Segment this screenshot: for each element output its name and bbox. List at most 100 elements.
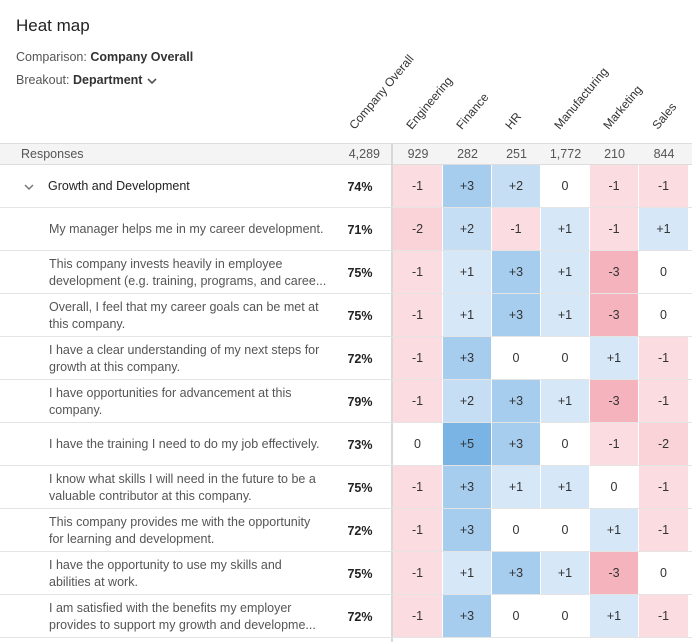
heat-cell: +1 <box>443 251 492 294</box>
question-label: This company provides me with the opport… <box>49 509 334 552</box>
comparison-value[interactable]: Company Overall <box>90 50 194 64</box>
heat-cell: 0 <box>541 509 590 552</box>
heat-cell: +1 <box>443 552 492 595</box>
question-line: development (e.g. training, programs, an… <box>49 273 327 288</box>
heat-cell: +1 <box>590 337 639 380</box>
comparison-label: Comparison: <box>16 50 87 64</box>
question-label: My manager helps me in my career develop… <box>49 208 334 251</box>
question-line: abilities at work. <box>49 574 138 589</box>
response-count: 251 <box>506 147 527 161</box>
score: 75% <box>347 265 373 280</box>
question-label: I know what skills I will need in the fu… <box>49 466 334 509</box>
heat-cell: +3 <box>492 552 541 595</box>
heat-cell: -1 <box>590 208 639 251</box>
heat-cell: +1 <box>541 208 590 251</box>
heat-cell: -3 <box>590 251 639 294</box>
heat-cell: -1 <box>639 380 689 423</box>
score: 75% <box>347 566 373 581</box>
responses-label: Responses <box>21 147 84 161</box>
question-line: I have the opportunity to use my skills … <box>49 557 282 572</box>
question-line: provides to support my growth and develo… <box>49 617 316 632</box>
row-divider <box>0 594 692 595</box>
heat-cell: +3 <box>443 466 492 509</box>
question-line: this company. <box>49 316 126 331</box>
heat-cell: 0 <box>541 337 590 380</box>
response-count: 282 <box>457 147 478 161</box>
heat-cell: -1 <box>393 509 443 552</box>
heat-cell: -1 <box>639 595 689 638</box>
row-divider <box>0 508 692 509</box>
score: 75% <box>347 308 373 323</box>
question-line: for learning and development. <box>49 531 215 546</box>
heat-cell: +3 <box>492 251 541 294</box>
heat-cell: 0 <box>393 423 443 466</box>
response-count: 929 <box>407 147 429 161</box>
question-line: I have a clear understanding of my next … <box>49 342 320 357</box>
heat-cell: +1 <box>492 466 541 509</box>
page-title: Heat map <box>16 16 90 35</box>
heat-cell: +2 <box>443 380 492 423</box>
heat-cell: -1 <box>639 466 689 509</box>
column-header: Sales <box>649 99 680 132</box>
heat-cell: +1 <box>443 294 492 337</box>
column-header: Finance <box>452 90 491 132</box>
question-line: I have opportunities for advancement at … <box>49 385 292 400</box>
heat-cell: +3 <box>443 165 492 208</box>
heat-cell: 0 <box>541 165 590 208</box>
row-divider <box>0 637 692 638</box>
row-divider <box>0 551 692 552</box>
heat-cell: -2 <box>393 208 443 251</box>
heat-cell: -1 <box>393 466 443 509</box>
heat-cell: 0 <box>639 294 689 337</box>
heat-cell: -1 <box>492 208 541 251</box>
heat-cell: -1 <box>639 165 689 208</box>
collapse-chevron[interactable] <box>23 182 35 192</box>
comparison: Comparison: Company Overall <box>16 50 193 64</box>
score: 75% <box>347 480 373 495</box>
group-label[interactable]: Growth and Development <box>48 179 190 193</box>
response-count: 844 <box>653 147 675 161</box>
heat-cell: +1 <box>541 294 590 337</box>
heat-cell: -1 <box>393 380 443 423</box>
breakout-chevron[interactable] <box>146 76 158 86</box>
heat-cell: +3 <box>443 509 492 552</box>
heat-cell: +3 <box>443 337 492 380</box>
heat-cell: -1 <box>393 337 443 380</box>
heat-cell: +3 <box>492 423 541 466</box>
score: 73% <box>347 437 373 452</box>
question-line: I know what skills I will need in the fu… <box>49 471 316 486</box>
heat-cell: +1 <box>541 466 590 509</box>
row-divider <box>0 250 692 251</box>
heat-cell: +5 <box>443 423 492 466</box>
heat-cell: -1 <box>393 595 443 638</box>
response-count: 4,289 <box>348 147 380 161</box>
heat-cell: 0 <box>639 552 689 595</box>
heat-cell: +1 <box>541 380 590 423</box>
heat-cell: 0 <box>590 466 639 509</box>
heat-cell: -1 <box>393 165 443 208</box>
row-divider <box>0 207 692 208</box>
heat-cell: +1 <box>590 509 639 552</box>
heat-cell: -3 <box>590 294 639 337</box>
heat-cell: +1 <box>541 251 590 294</box>
question-label: I have opportunities for advancement at … <box>49 380 334 423</box>
question-line: growth at this company. <box>49 359 181 374</box>
breakout[interactable]: Breakout: Department <box>16 73 158 87</box>
breakout-label: Breakout: <box>16 73 70 87</box>
column-header: HR <box>501 109 524 132</box>
question-line: I have the training I need to do my job … <box>49 437 320 451</box>
score: 72% <box>347 351 373 366</box>
heat-cell: -1 <box>639 509 689 552</box>
column-header: Marketing <box>599 82 645 132</box>
score: 71% <box>347 222 373 237</box>
heat-cell: +2 <box>492 165 541 208</box>
column-header: Engineering <box>403 73 456 132</box>
heat-cell: +1 <box>590 595 639 638</box>
heat-cell: -3 <box>590 380 639 423</box>
heat-cell: -1 <box>590 165 639 208</box>
breakout-value[interactable]: Department <box>73 73 143 87</box>
question-line: This company provides me with the opport… <box>49 514 311 529</box>
heat-cell: +3 <box>492 380 541 423</box>
question-line: This company invests heavily in employee <box>49 256 283 271</box>
